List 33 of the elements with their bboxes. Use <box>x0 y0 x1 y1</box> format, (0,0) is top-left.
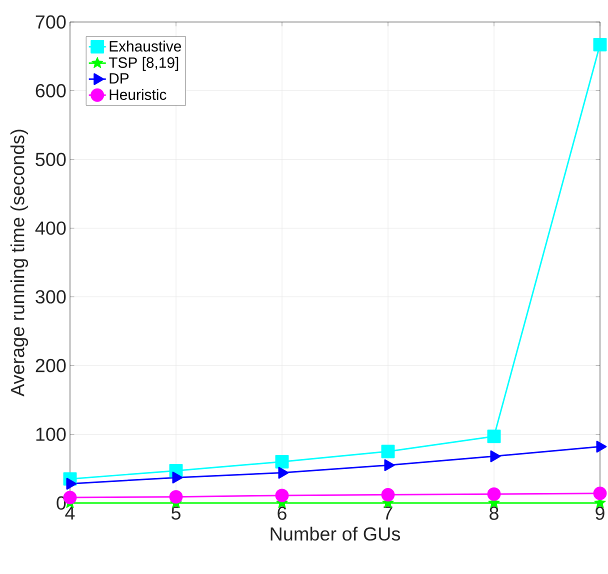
legend-label: Exhaustive <box>110 40 182 52</box>
y-tick-label: 700 <box>36 15 66 29</box>
y-tick-label: 600 <box>36 84 66 98</box>
legend-label: Heuristic <box>110 88 166 100</box>
point <box>384 459 395 472</box>
point <box>487 430 501 444</box>
point <box>381 444 395 458</box>
x-tick-label: 5 <box>171 506 180 520</box>
point <box>593 486 607 500</box>
point <box>66 478 77 490</box>
y-tick-label: 300 <box>36 290 66 304</box>
x-tick-label: 4 <box>65 506 75 520</box>
point <box>169 490 183 504</box>
point <box>381 488 395 502</box>
y-tick-label: 500 <box>36 152 66 166</box>
x-axis-title: Number of GUs <box>270 526 400 541</box>
x-tick-label: 9 <box>596 506 604 520</box>
x-tick-label: 6 <box>278 506 286 520</box>
y-axis-title: Average running time (seconds) <box>10 130 28 396</box>
legend-label: TSP [8,19] <box>108 56 178 71</box>
point <box>490 450 501 462</box>
point <box>593 38 607 52</box>
point <box>275 488 289 502</box>
point <box>275 455 289 468</box>
x-tick-label: 8 <box>490 506 498 520</box>
y-tick-label: 100 <box>36 428 66 441</box>
point <box>487 487 501 501</box>
y-tick-label: 400 <box>35 221 66 235</box>
legend-label: DP <box>110 73 129 84</box>
point <box>596 440 607 453</box>
y-tick-label: 200 <box>36 358 66 372</box>
point <box>278 466 289 479</box>
point <box>172 472 183 484</box>
